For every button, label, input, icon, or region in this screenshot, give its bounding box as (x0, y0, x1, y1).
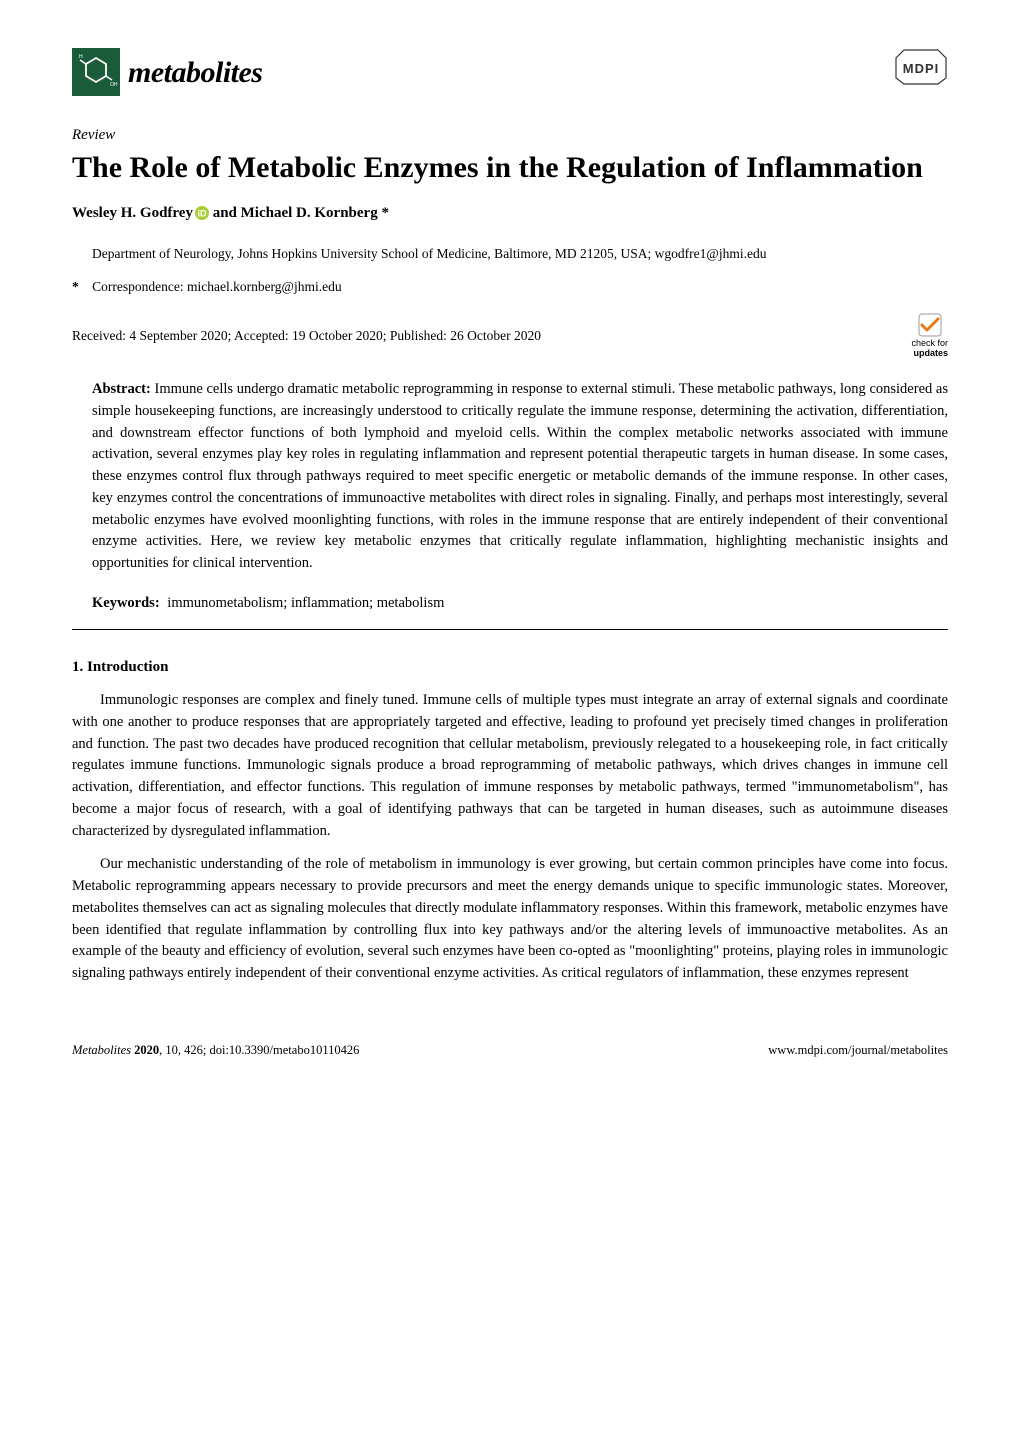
svg-text:MDPI: MDPI (903, 61, 940, 76)
correspondence: * Correspondence: michael.kornberg@jhmi.… (72, 277, 948, 297)
publisher-logo: MDPI (894, 48, 948, 92)
article-type: Review (72, 124, 948, 147)
footer-rest: , 10, 426; doi:10.3390/metabo10110426 (159, 1043, 359, 1057)
abstract-text: Immune cells undergo dramatic metabolic … (92, 381, 948, 571)
svg-text:iD: iD (197, 209, 207, 219)
correspondence-text: Correspondence: michael.kornberg@jhmi.ed… (92, 279, 342, 294)
page-header: H OH metabolites MDPI (72, 48, 948, 96)
footer-journal: Metabolites (72, 1043, 134, 1057)
footer-citation: Metabolites 2020, 10, 426; doi:10.3390/m… (72, 1041, 359, 1060)
keywords-label: Keywords: (92, 595, 160, 611)
journal-name: metabolites (128, 50, 262, 95)
check-updates-badge[interactable]: check for updates (911, 313, 948, 359)
section-divider (72, 629, 948, 630)
footer-year: 2020 (134, 1043, 159, 1057)
check-updates-label1: check for (911, 338, 948, 348)
molecule-icon: H OH (72, 48, 120, 96)
article-title: The Role of Metabolic Enzymes in the Reg… (72, 149, 948, 187)
orcid-icon: iD (195, 205, 209, 228)
check-updates-icon (918, 313, 942, 337)
svg-text:H: H (79, 54, 83, 60)
affiliation: Department of Neurology, Johns Hopkins U… (92, 244, 948, 264)
authors-line: Wesley H. Godfrey iD and Michael D. Kornb… (72, 202, 948, 228)
correspondence-marker: * (72, 279, 79, 294)
abstract-block: Abstract: Immune cells undergo dramatic … (92, 379, 948, 575)
author-1: Wesley H. Godfrey (72, 205, 193, 221)
author-2: and Michael D. Kornberg * (209, 205, 389, 221)
section-1-heading: 1. Introduction (72, 656, 948, 679)
section-1-para-1: Immunologic responses are complex and fi… (72, 690, 948, 842)
dates-row: Received: 4 September 2020; Accepted: 19… (72, 313, 948, 359)
mdpi-icon: MDPI (894, 48, 948, 86)
abstract-label: Abstract: (92, 381, 151, 397)
section-1-para-2: Our mechanistic understanding of the rol… (72, 854, 948, 985)
check-updates-label2: updates (913, 348, 948, 358)
svg-text:OH: OH (110, 82, 118, 88)
keywords-text: immunometabolism; inflammation; metaboli… (167, 595, 444, 611)
article-dates: Received: 4 September 2020; Accepted: 19… (72, 326, 541, 346)
footer-url: www.mdpi.com/journal/metabolites (768, 1041, 948, 1060)
journal-logo: H OH metabolites (72, 48, 262, 96)
page-footer: Metabolites 2020, 10, 426; doi:10.3390/m… (72, 1041, 948, 1060)
keywords-block: Keywords: immunometabolism; inflammation… (92, 593, 948, 615)
